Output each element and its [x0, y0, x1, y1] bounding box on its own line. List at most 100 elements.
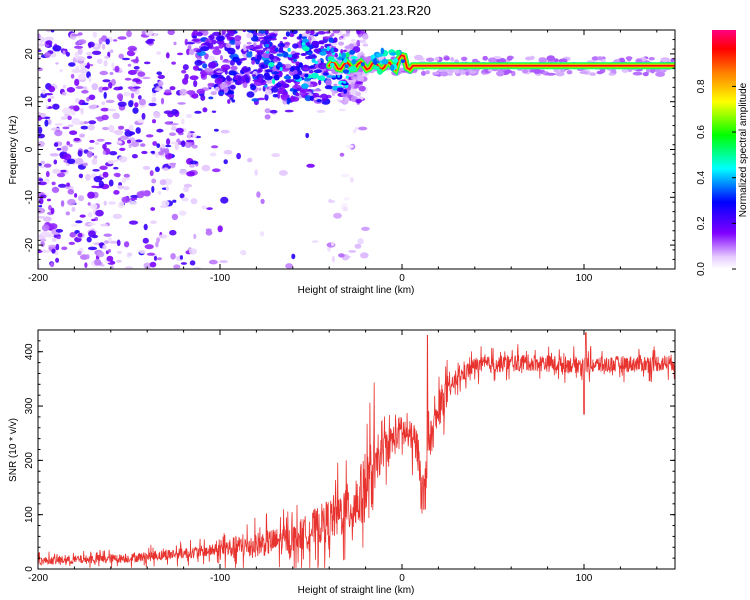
- signal-halo: [632, 71, 643, 76]
- signal-halo: [440, 71, 449, 77]
- spectrogram-blob: [77, 39, 87, 45]
- spectrogram-blob: [265, 43, 270, 48]
- spectrogram-blob: [93, 155, 98, 159]
- spectrogram-blob: [160, 143, 166, 149]
- spectrogram-blob: [282, 36, 288, 40]
- signal-blob: [342, 69, 350, 74]
- spectrogram-blob: [97, 251, 105, 258]
- signal-halo: [610, 68, 617, 74]
- spectrogram-blob: [312, 43, 319, 49]
- signal-blob: [349, 49, 356, 55]
- signal-halo: [487, 57, 497, 63]
- spectrogram-blob: [67, 198, 76, 206]
- spectrogram-blob: [73, 137, 81, 142]
- spectrogram-blob: [342, 81, 347, 84]
- spectrogram-blob: [77, 47, 83, 55]
- spectrogram-blob: [242, 57, 247, 61]
- spectrogram-blob: [102, 171, 109, 178]
- spectrogram-blob: [142, 165, 151, 170]
- spectrogram-blob: [260, 198, 265, 204]
- spectrogram-blob: [164, 144, 172, 148]
- spectrogram-blob: [62, 91, 67, 96]
- signal-halo: [546, 55, 556, 62]
- spectrogram-blob: [93, 42, 99, 48]
- spectrogram-blob: [59, 68, 63, 73]
- x-tick-label: 0: [399, 273, 405, 284]
- spectrogram-blob: [94, 142, 100, 145]
- spectrogram-blob: [107, 159, 115, 165]
- spectrogram-blob: [113, 159, 119, 163]
- spectrogram-blob: [202, 107, 208, 113]
- spectrogram-blob: [86, 62, 91, 70]
- signal-halo: [465, 71, 470, 76]
- spectrogram-blob: [242, 44, 248, 52]
- spectrogram-blob: [211, 39, 217, 45]
- spectrogram-blob: [200, 73, 206, 78]
- spectrogram-blob: [144, 244, 154, 250]
- signal-blob: [343, 58, 348, 63]
- spectrogram-blob: [317, 31, 326, 35]
- spectrogram-blob: [71, 33, 79, 37]
- spectrogram-blob: [322, 72, 329, 76]
- colorbar-gradient: [712, 30, 736, 269]
- x-tick-label: -100: [210, 573, 230, 584]
- spectrogram-blob: [298, 62, 303, 68]
- y-tick-label: 10: [24, 96, 35, 108]
- spectrogram-blob: [282, 91, 289, 95]
- colorbar-tick-label: 0.2: [696, 216, 707, 230]
- spectrogram-blob: [127, 63, 132, 67]
- spectrogram-blob: [44, 119, 49, 127]
- signal-halo: [648, 56, 655, 61]
- spectrogram-blob: [293, 58, 297, 62]
- spectrogram-blob: [86, 236, 92, 243]
- spectrogram-blob: [137, 95, 142, 100]
- spectrogram-blob: [52, 45, 62, 52]
- spectrogram-blob: [38, 49, 42, 53]
- spectrogram-blob: [133, 86, 141, 89]
- spectrogram-blob: [342, 33, 350, 37]
- spectrogram-blob: [309, 67, 316, 70]
- spectrogram-blob: [217, 225, 223, 233]
- spectrogram-blob: [354, 126, 359, 131]
- spectrogram-blob: [44, 52, 51, 58]
- spectrogram-blob: [127, 45, 137, 52]
- spectrogram-blob: [104, 55, 109, 59]
- spectrogram-blob: [207, 55, 216, 61]
- spectrogram-blob: [328, 199, 336, 204]
- spectrogram-blob: [156, 128, 164, 133]
- spectrogram-blob: [167, 30, 175, 36]
- spectrogram-blob: [343, 49, 347, 53]
- spectrogram-blob: [258, 30, 266, 34]
- spectrogram-blob: [74, 97, 80, 103]
- y-tick-label: 20: [24, 48, 35, 60]
- spectrogram-blob: [74, 193, 78, 198]
- spectrogram-blob: [209, 152, 217, 157]
- spectrogram-blob: [189, 160, 199, 165]
- spectrogram-blob: [38, 198, 44, 205]
- spectrogram-blob: [116, 140, 122, 144]
- spectrogram-blob: [137, 118, 145, 124]
- spectrogram-blob: [257, 68, 263, 73]
- spectrogram-blob: [263, 64, 269, 69]
- spectrogram-blob: [179, 169, 188, 175]
- spectrogram-blob: [86, 151, 93, 158]
- spectrogram-blob: [130, 141, 140, 148]
- spectrogram-blob: [208, 61, 217, 69]
- spectrogram-blob: [171, 109, 179, 115]
- spectrogram-blob: [179, 88, 188, 96]
- spectrogram-blob: [102, 79, 111, 83]
- spectrogram-blob: [253, 42, 257, 47]
- spectrogram-blob: [87, 246, 98, 251]
- spectrogram-blob: [330, 42, 338, 46]
- spectrogram-blob: [221, 30, 226, 35]
- spectrogram-blob: [146, 252, 156, 256]
- signal-halo: [660, 69, 667, 73]
- spectrogram-blob: [119, 147, 126, 151]
- spectrogram-blob: [53, 142, 59, 148]
- spectrogram-blob: [134, 102, 139, 108]
- signal-halo: [566, 70, 573, 75]
- spectrogram-blob: [204, 67, 213, 73]
- spectrogram-blob: [55, 243, 60, 251]
- spectrogram-blob: [101, 43, 106, 50]
- spectrogram-blob: [38, 178, 44, 182]
